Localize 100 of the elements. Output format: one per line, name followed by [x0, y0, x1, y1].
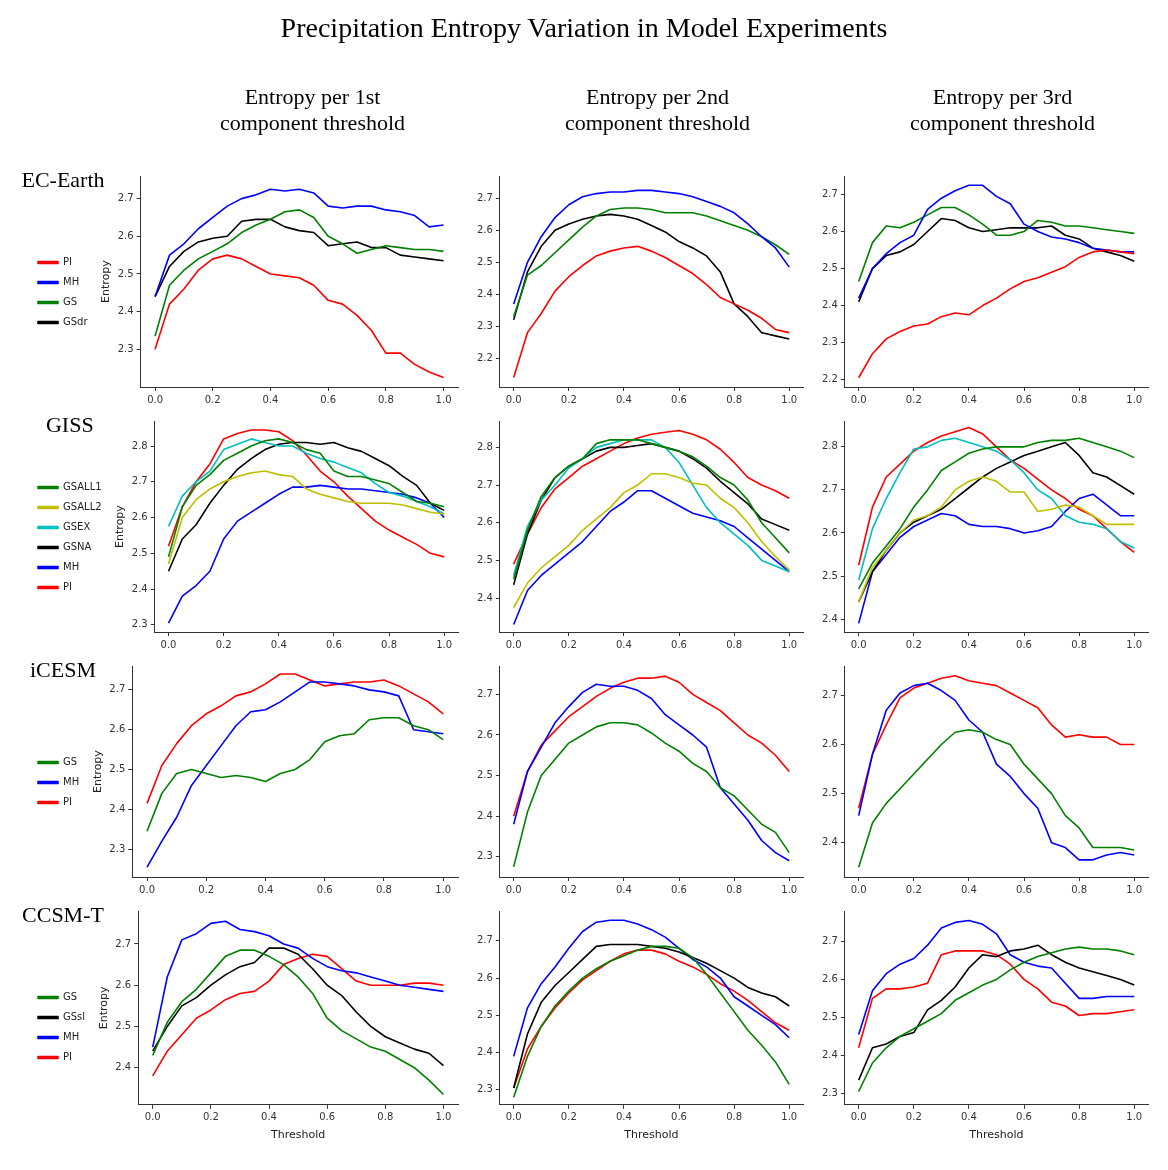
x-tick-label: 1.0 — [435, 1111, 452, 1123]
x-tick-label: 1.0 — [1126, 393, 1143, 405]
x-tick-label: 0.6 — [671, 393, 687, 405]
x-tick-label: 0.6 — [671, 638, 687, 650]
legend-label: PI — [63, 581, 72, 593]
x-tick-label: 0.8 — [1071, 393, 1088, 405]
x-tick-label: 0.4 — [261, 1111, 277, 1123]
x-tick-label: 0.0 — [139, 883, 156, 895]
y-axis-title: Entropy — [96, 986, 110, 1030]
legend-label: PI — [63, 1051, 72, 1063]
y-tick-label: 2.5 — [477, 255, 493, 267]
y-tick-label: 2.6 — [477, 728, 493, 740]
y-tick-label: 2.6 — [822, 225, 838, 237]
x-tick-label: 0.4 — [960, 1111, 977, 1123]
y-tick-label: 2.2 — [822, 373, 838, 385]
x-tick-label: 1.0 — [1126, 638, 1143, 650]
x-tick-label: 0.4 — [262, 393, 279, 405]
y-tick-label: 2.3 — [477, 1083, 493, 1095]
x-tick-label: 0.4 — [257, 883, 274, 895]
y-tick-label: 2.4 — [115, 1061, 132, 1073]
legend-label: GSsl — [63, 1011, 86, 1023]
x-tick-label: 0.0 — [505, 1111, 522, 1123]
x-tick-label: 0.6 — [1016, 393, 1032, 405]
y-tick-label: 2.7 — [822, 188, 838, 200]
y-tick-label: 2.6 — [477, 223, 493, 235]
legend-label: MH — [63, 276, 80, 288]
x-tick-label: 0.2 — [202, 1111, 219, 1123]
legend-label: MH — [63, 1031, 80, 1043]
x-tick-label: 0.2 — [905, 1111, 922, 1123]
y-tick-label: 2.4 — [822, 299, 838, 311]
x-tick-label: 1.0 — [1126, 883, 1143, 895]
y-tick-label: 2.4 — [822, 836, 838, 848]
x-tick-label: 0.2 — [560, 638, 577, 650]
legend-label: GSALL2 — [63, 501, 102, 513]
legend-label: GSEX — [63, 521, 91, 533]
y-tick-label: 2.4 — [477, 591, 493, 603]
y-tick-label: 2.5 — [822, 787, 838, 799]
y-tick-label: 2.3 — [477, 850, 493, 862]
x-axis-title: Threshold — [968, 1128, 1024, 1142]
legend-title: GISS — [44, 411, 95, 439]
x-tick-label: 0.8 — [381, 638, 398, 650]
chart-subtitle: Entropy per 3rd component threshold — [908, 83, 1097, 137]
y-tick-label: 2.4 — [477, 287, 493, 299]
x-tick-label: 0.2 — [560, 1111, 577, 1123]
x-tick-label: 0.4 — [615, 638, 632, 650]
y-tick-label: 2.6 — [117, 229, 134, 241]
x-tick-label: 0.0 — [505, 883, 522, 895]
x-tick-label: 1.0 — [781, 638, 798, 650]
y-tick-label: 2.7 — [822, 483, 838, 495]
x-tick-label: 0.8 — [1071, 883, 1088, 895]
x-tick-label: 0.0 — [850, 1111, 867, 1123]
y-tick-label: 2.7 — [822, 689, 838, 701]
y-tick-label: 2.5 — [822, 1010, 838, 1022]
y-tick-label: 2.4 — [477, 1046, 493, 1058]
x-tick-label: 0.0 — [505, 638, 522, 650]
y-tick-label: 2.5 — [477, 1008, 493, 1020]
y-tick-label: 2.5 — [822, 569, 838, 581]
legend-label: GS — [63, 991, 78, 1003]
y-tick-label: 2.4 — [822, 1048, 838, 1060]
x-tick-label: 0.6 — [1016, 883, 1032, 895]
x-tick-label: 0.0 — [850, 883, 867, 895]
y-tick-label: 2.4 — [117, 305, 134, 317]
x-tick-label: 0.2 — [215, 638, 232, 650]
x-tick-label: 0.8 — [377, 393, 394, 405]
legend-label: PI — [63, 796, 72, 808]
y-tick-label: 2.7 — [115, 937, 132, 949]
text: Precipitation Entropy Variation in Model Experiments — [279, 11, 889, 45]
y-tick-label: 2.8 — [822, 440, 838, 452]
x-tick-label: 0.2 — [905, 883, 922, 895]
y-tick-label: 2.5 — [117, 267, 134, 279]
legend-label: GSdr — [63, 316, 89, 328]
y-tick-label: 2.7 — [477, 478, 493, 490]
y-tick-label: 2.8 — [131, 439, 148, 451]
x-tick-label: 0.4 — [960, 393, 977, 405]
y-tick-label: 2.4 — [822, 612, 838, 624]
y-tick-label: 2.7 — [117, 192, 134, 204]
y-tick-label: 2.3 — [822, 1086, 838, 1098]
y-tick-label: 2.5 — [477, 769, 493, 781]
x-tick-label: 0.4 — [960, 638, 977, 650]
x-tick-label: 0.2 — [560, 393, 577, 405]
x-tick-label: 0.8 — [726, 883, 743, 895]
x-tick-label: 0.6 — [320, 393, 337, 405]
x-tick-label: 0.0 — [505, 393, 522, 405]
y-tick-label: 2.3 — [131, 618, 148, 630]
x-tick-label: 0.8 — [726, 393, 743, 405]
x-axis-title: Threshold — [269, 1128, 326, 1142]
legend-label: MH — [63, 561, 80, 573]
y-tick-label: 2.4 — [109, 802, 126, 814]
y-tick-label: 2.6 — [131, 511, 148, 523]
x-tick-label: 0.2 — [204, 393, 221, 405]
x-tick-label: 0.8 — [726, 1111, 743, 1123]
y-tick-label: 2.3 — [109, 842, 126, 854]
x-tick-label: 0.6 — [319, 1111, 336, 1123]
x-tick-label: 1.0 — [1126, 1111, 1143, 1123]
x-tick-label: 0.0 — [144, 1111, 161, 1123]
y-tick-label: 2.5 — [822, 262, 838, 274]
x-axis-title: Threshold — [623, 1128, 679, 1142]
x-tick-label: 0.0 — [160, 638, 177, 650]
x-tick-label: 0.4 — [615, 1111, 632, 1123]
x-tick-label: 1.0 — [781, 883, 798, 895]
